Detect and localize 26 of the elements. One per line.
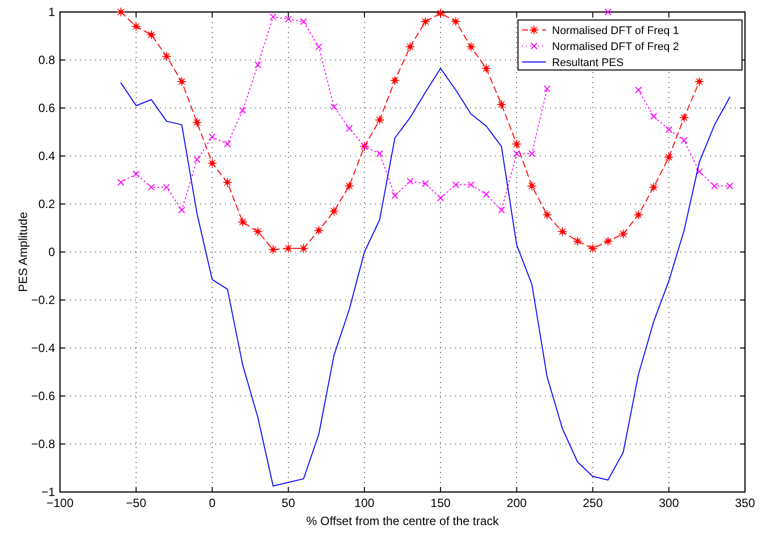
x-tick-label: 250 [582,496,604,510]
y-tick-label: −0.6 [31,389,56,403]
x-tick-label: 200 [506,496,527,510]
x-tick-label: 50 [282,496,296,510]
y-tick-label: −1 [41,485,56,499]
y-tick-label: 0.6 [38,101,56,115]
y-tick-label: −0.2 [31,293,56,307]
y-tick-label: 0.2 [38,197,56,211]
legend-label: Normalised DFT of Freq 2 [552,41,679,53]
x-axis-title: % Offset from the centre of the track [306,514,500,528]
x-tick-label: −100 [46,496,74,510]
y-axis-title: PES Amplitude [16,212,30,292]
x-tick-label: 0 [208,496,216,510]
y-tick-label: 0.8 [38,53,56,67]
x-tick-label: 300 [658,496,680,510]
x-tick-label: 100 [354,496,375,510]
y-tick-label: 0.4 [38,149,56,163]
x-tick-label: 350 [734,496,756,510]
x-tick-label: 150 [430,496,451,510]
y-tick-label: 0 [48,245,56,259]
legend-label: Resultant PES [552,57,624,69]
x-tick-label: −50 [126,496,147,510]
legend-label: Normalised DFT of Freq 1 [552,25,679,37]
y-tick-label: −0.4 [31,341,56,355]
y-tick-label: 1 [48,5,56,19]
y-tick-label: −0.8 [31,437,56,451]
